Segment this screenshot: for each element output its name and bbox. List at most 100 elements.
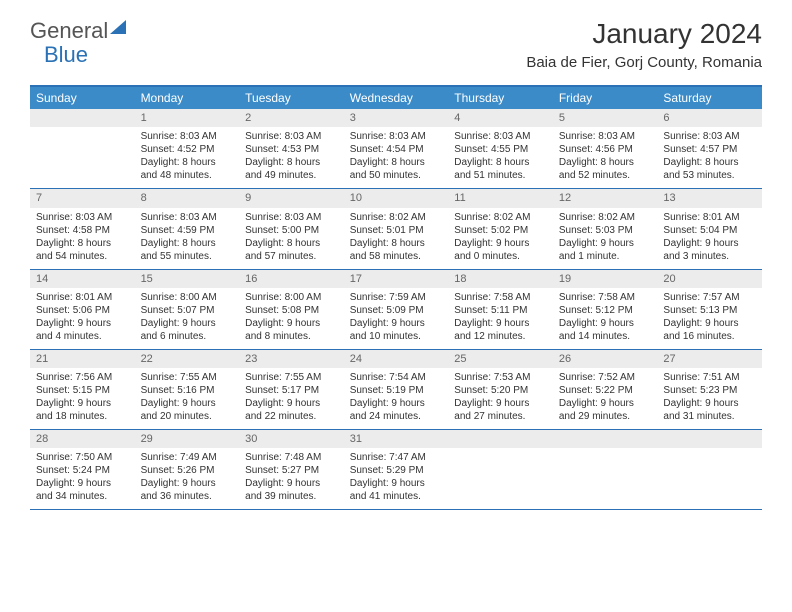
dayname: Monday xyxy=(135,87,240,109)
day-number: 6 xyxy=(657,109,762,127)
day-line: and 4 minutes. xyxy=(36,330,129,343)
day-line: Sunset: 4:54 PM xyxy=(350,143,443,156)
day-body: Sunrise: 7:54 AMSunset: 5:19 PMDaylight:… xyxy=(344,368,449,429)
month-title: January 2024 xyxy=(526,18,762,50)
day-line: Daylight: 9 hours xyxy=(141,317,234,330)
day-line: Daylight: 9 hours xyxy=(350,317,443,330)
day-cell: 13Sunrise: 8:01 AMSunset: 5:04 PMDayligh… xyxy=(657,189,762,268)
day-line: and 12 minutes. xyxy=(454,330,547,343)
day-line: Sunrise: 7:47 AM xyxy=(350,451,443,464)
day-body: Sunrise: 8:03 AMSunset: 4:58 PMDaylight:… xyxy=(30,208,135,269)
day-number: 8 xyxy=(135,189,240,207)
day-line: Sunrise: 8:02 AM xyxy=(350,211,443,224)
day-line: Sunset: 4:53 PM xyxy=(245,143,338,156)
day-body: Sunrise: 7:52 AMSunset: 5:22 PMDaylight:… xyxy=(553,368,658,429)
day-line: Sunrise: 8:03 AM xyxy=(245,211,338,224)
day-cell: 3Sunrise: 8:03 AMSunset: 4:54 PMDaylight… xyxy=(344,109,449,188)
day-line: Sunset: 4:59 PM xyxy=(141,224,234,237)
day-line: Sunrise: 7:58 AM xyxy=(559,291,652,304)
day-line: and 48 minutes. xyxy=(141,169,234,182)
week-row: 1Sunrise: 8:03 AMSunset: 4:52 PMDaylight… xyxy=(30,109,762,189)
day-line: Daylight: 9 hours xyxy=(663,317,756,330)
week-row: 21Sunrise: 7:56 AMSunset: 5:15 PMDayligh… xyxy=(30,350,762,430)
day-number: 13 xyxy=(657,189,762,207)
day-number: 25 xyxy=(448,350,553,368)
day-body: Sunrise: 8:03 AMSunset: 4:55 PMDaylight:… xyxy=(448,127,553,188)
day-number: 27 xyxy=(657,350,762,368)
day-cell xyxy=(657,430,762,509)
day-line: Sunset: 5:29 PM xyxy=(350,464,443,477)
day-line: and 29 minutes. xyxy=(559,410,652,423)
day-number: 11 xyxy=(448,189,553,207)
day-line: and 20 minutes. xyxy=(141,410,234,423)
day-line: Sunset: 5:16 PM xyxy=(141,384,234,397)
day-cell: 14Sunrise: 8:01 AMSunset: 5:06 PMDayligh… xyxy=(30,270,135,349)
day-line: and 39 minutes. xyxy=(245,490,338,503)
day-number: 22 xyxy=(135,350,240,368)
day-line: Daylight: 9 hours xyxy=(36,317,129,330)
day-line: Sunrise: 8:03 AM xyxy=(245,130,338,143)
day-line: Sunrise: 7:48 AM xyxy=(245,451,338,464)
day-cell: 4Sunrise: 8:03 AMSunset: 4:55 PMDaylight… xyxy=(448,109,553,188)
day-body: Sunrise: 8:00 AMSunset: 5:07 PMDaylight:… xyxy=(135,288,240,349)
day-number: 26 xyxy=(553,350,658,368)
day-cell: 22Sunrise: 7:55 AMSunset: 5:16 PMDayligh… xyxy=(135,350,240,429)
day-number xyxy=(657,430,762,448)
location: Baia de Fier, Gorj County, Romania xyxy=(526,54,762,71)
day-line: Sunset: 5:07 PM xyxy=(141,304,234,317)
day-number: 16 xyxy=(239,270,344,288)
dayname-row: SundayMondayTuesdayWednesdayThursdayFrid… xyxy=(30,87,762,109)
day-body: Sunrise: 8:03 AMSunset: 4:53 PMDaylight:… xyxy=(239,127,344,188)
day-number: 12 xyxy=(553,189,658,207)
day-body: Sunrise: 7:55 AMSunset: 5:17 PMDaylight:… xyxy=(239,368,344,429)
day-number: 24 xyxy=(344,350,449,368)
day-body: Sunrise: 8:02 AMSunset: 5:02 PMDaylight:… xyxy=(448,208,553,269)
day-number: 28 xyxy=(30,430,135,448)
day-number: 20 xyxy=(657,270,762,288)
day-line: Sunrise: 7:59 AM xyxy=(350,291,443,304)
day-number: 21 xyxy=(30,350,135,368)
day-line: Sunset: 4:57 PM xyxy=(663,143,756,156)
day-body: Sunrise: 7:56 AMSunset: 5:15 PMDaylight:… xyxy=(30,368,135,429)
logo-triangle-icon xyxy=(110,20,126,34)
day-line: and 51 minutes. xyxy=(454,169,547,182)
day-line: and 0 minutes. xyxy=(454,250,547,263)
day-body: Sunrise: 8:03 AMSunset: 4:52 PMDaylight:… xyxy=(135,127,240,188)
day-number: 3 xyxy=(344,109,449,127)
calendar: SundayMondayTuesdayWednesdayThursdayFrid… xyxy=(30,85,762,510)
day-line: and 31 minutes. xyxy=(663,410,756,423)
day-line: Daylight: 8 hours xyxy=(454,156,547,169)
day-line: and 36 minutes. xyxy=(141,490,234,503)
day-number: 19 xyxy=(553,270,658,288)
day-line: Sunset: 5:26 PM xyxy=(141,464,234,477)
weeks-container: 1Sunrise: 8:03 AMSunset: 4:52 PMDaylight… xyxy=(30,109,762,510)
day-cell: 29Sunrise: 7:49 AMSunset: 5:26 PMDayligh… xyxy=(135,430,240,509)
day-line: Sunset: 5:24 PM xyxy=(36,464,129,477)
day-cell: 26Sunrise: 7:52 AMSunset: 5:22 PMDayligh… xyxy=(553,350,658,429)
day-number: 15 xyxy=(135,270,240,288)
day-line: Daylight: 9 hours xyxy=(559,317,652,330)
day-line: Sunrise: 8:03 AM xyxy=(141,211,234,224)
week-row: 28Sunrise: 7:50 AMSunset: 5:24 PMDayligh… xyxy=(30,430,762,510)
day-line: Daylight: 8 hours xyxy=(245,156,338,169)
day-line: and 3 minutes. xyxy=(663,250,756,263)
day-line: Sunset: 5:15 PM xyxy=(36,384,129,397)
day-line: and 57 minutes. xyxy=(245,250,338,263)
day-line: Sunset: 5:11 PM xyxy=(454,304,547,317)
header: General Blue January 2024 Baia de Fier, … xyxy=(0,0,792,77)
day-body: Sunrise: 7:47 AMSunset: 5:29 PMDaylight:… xyxy=(344,448,449,509)
day-line: Sunset: 5:01 PM xyxy=(350,224,443,237)
day-number: 17 xyxy=(344,270,449,288)
day-line: and 24 minutes. xyxy=(350,410,443,423)
day-line: Daylight: 8 hours xyxy=(141,156,234,169)
day-line: Sunrise: 8:03 AM xyxy=(141,130,234,143)
day-line: Daylight: 9 hours xyxy=(350,477,443,490)
day-body: Sunrise: 8:03 AMSunset: 4:56 PMDaylight:… xyxy=(553,127,658,188)
day-line: Sunrise: 7:52 AM xyxy=(559,371,652,384)
day-line: Sunset: 5:20 PM xyxy=(454,384,547,397)
day-cell: 24Sunrise: 7:54 AMSunset: 5:19 PMDayligh… xyxy=(344,350,449,429)
day-body: Sunrise: 7:53 AMSunset: 5:20 PMDaylight:… xyxy=(448,368,553,429)
day-line: Daylight: 8 hours xyxy=(559,156,652,169)
day-line: Daylight: 9 hours xyxy=(454,237,547,250)
day-line: Daylight: 8 hours xyxy=(663,156,756,169)
